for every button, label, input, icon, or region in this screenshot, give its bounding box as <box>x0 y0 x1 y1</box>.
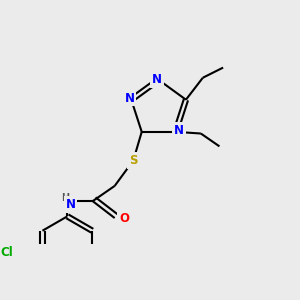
Text: H: H <box>61 193 70 203</box>
Text: Cl: Cl <box>0 246 13 259</box>
Text: N: N <box>152 73 162 86</box>
Text: O: O <box>119 212 129 224</box>
Text: N: N <box>66 198 76 211</box>
Text: N: N <box>174 124 184 136</box>
Text: N: N <box>124 92 135 104</box>
Text: S: S <box>129 154 137 167</box>
